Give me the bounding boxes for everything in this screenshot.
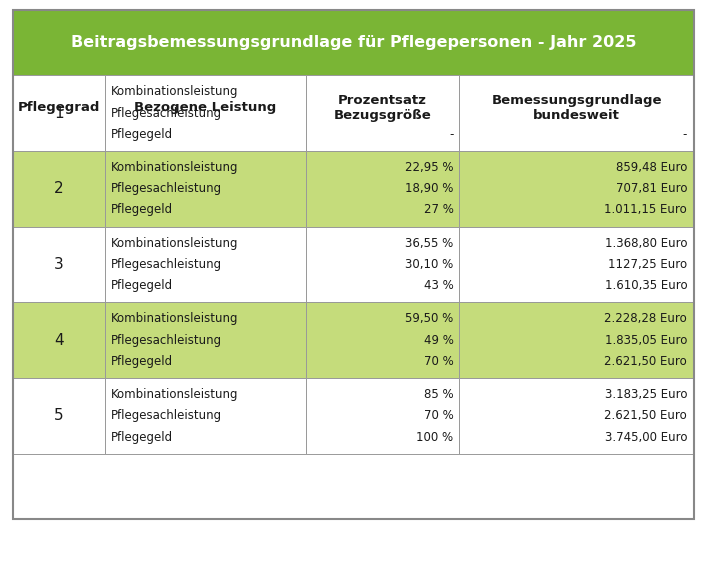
Text: 18,90 %: 18,90 % bbox=[405, 182, 453, 195]
Bar bbox=[13, 75, 105, 151]
Text: Beitragsbemessungsgrundlage für Pflegepersonen - Jahr 2025: Beitragsbemessungsgrundlage für Pflegepe… bbox=[71, 35, 636, 50]
Text: Pflegesachleistung: Pflegesachleistung bbox=[110, 333, 221, 347]
Text: -: - bbox=[449, 128, 453, 141]
Text: 3.745,00 Euro: 3.745,00 Euro bbox=[604, 431, 687, 444]
Text: 22,95 %: 22,95 % bbox=[405, 161, 453, 174]
Text: 4: 4 bbox=[54, 333, 64, 347]
Bar bbox=[13, 10, 694, 75]
Text: 707,81 Euro: 707,81 Euro bbox=[616, 182, 687, 195]
Text: 70 %: 70 % bbox=[423, 409, 453, 423]
Bar bbox=[13, 378, 105, 454]
Text: Pflegegeld: Pflegegeld bbox=[110, 128, 173, 141]
Text: Pflegesachleistung: Pflegesachleistung bbox=[110, 182, 221, 195]
Text: 1.011,15 Euro: 1.011,15 Euro bbox=[604, 203, 687, 216]
Bar bbox=[13, 75, 105, 140]
Bar bbox=[105, 75, 306, 151]
Text: 30,10 %: 30,10 % bbox=[405, 258, 453, 271]
Text: 2: 2 bbox=[54, 181, 64, 196]
Text: 49 %: 49 % bbox=[423, 333, 453, 347]
Text: 59,50 %: 59,50 % bbox=[405, 312, 453, 325]
Text: Kombinationsleistung: Kombinationsleistung bbox=[110, 312, 238, 325]
Text: 5: 5 bbox=[54, 408, 64, 423]
Text: 27 %: 27 % bbox=[423, 203, 453, 216]
Bar bbox=[105, 227, 306, 302]
Text: -: - bbox=[683, 128, 687, 141]
Text: Kombinationsleistung: Kombinationsleistung bbox=[110, 161, 238, 174]
Bar bbox=[306, 75, 459, 151]
Bar bbox=[306, 378, 459, 454]
Bar bbox=[459, 75, 694, 151]
Bar bbox=[13, 227, 105, 302]
Bar bbox=[306, 75, 459, 140]
Bar bbox=[105, 378, 306, 454]
Text: Pflegegeld: Pflegegeld bbox=[110, 203, 173, 216]
Bar bbox=[459, 302, 694, 378]
Text: 1.610,35 Euro: 1.610,35 Euro bbox=[604, 279, 687, 292]
Text: Kombinationsleistung: Kombinationsleistung bbox=[110, 85, 238, 98]
Bar bbox=[459, 378, 694, 454]
Text: 2.228,28 Euro: 2.228,28 Euro bbox=[604, 312, 687, 325]
Bar bbox=[306, 302, 459, 378]
Text: 85 %: 85 % bbox=[424, 388, 453, 401]
Text: 3.183,25 Euro: 3.183,25 Euro bbox=[604, 388, 687, 401]
Text: Bemessungsgrundlage
bundesweit: Bemessungsgrundlage bundesweit bbox=[491, 94, 662, 121]
Text: 1.368,80 Euro: 1.368,80 Euro bbox=[604, 237, 687, 250]
Text: 43 %: 43 % bbox=[423, 279, 453, 292]
Bar bbox=[459, 227, 694, 302]
Text: Pflegegeld: Pflegegeld bbox=[110, 279, 173, 292]
Bar bbox=[306, 227, 459, 302]
Bar bbox=[105, 75, 306, 140]
Text: 3: 3 bbox=[54, 257, 64, 272]
Text: Prozentsatz
Bezugsgröße: Prozentsatz Bezugsgröße bbox=[334, 94, 431, 121]
Text: Pflegegeld: Pflegegeld bbox=[110, 355, 173, 368]
Bar bbox=[306, 151, 459, 227]
Text: 2.621,50 Euro: 2.621,50 Euro bbox=[604, 355, 687, 368]
Text: Pflegesachleistung: Pflegesachleistung bbox=[110, 258, 221, 271]
Bar bbox=[13, 302, 105, 378]
Text: Pflegegeld: Pflegegeld bbox=[110, 431, 173, 444]
Text: 1.835,05 Euro: 1.835,05 Euro bbox=[604, 333, 687, 347]
Text: 1: 1 bbox=[54, 106, 64, 120]
Text: Pflegesachleistung: Pflegesachleistung bbox=[110, 409, 221, 423]
Bar bbox=[105, 302, 306, 378]
Bar bbox=[459, 75, 694, 140]
Text: Bezogene Leistung: Bezogene Leistung bbox=[134, 101, 276, 114]
Text: 2.621,50 Euro: 2.621,50 Euro bbox=[604, 409, 687, 423]
Text: 859,48 Euro: 859,48 Euro bbox=[616, 161, 687, 174]
Bar bbox=[105, 151, 306, 227]
Text: 1127,25 Euro: 1127,25 Euro bbox=[608, 258, 687, 271]
Text: 36,55 %: 36,55 % bbox=[405, 237, 453, 250]
Text: 100 %: 100 % bbox=[416, 431, 453, 444]
Text: Kombinationsleistung: Kombinationsleistung bbox=[110, 237, 238, 250]
Text: 70 %: 70 % bbox=[423, 355, 453, 368]
Bar bbox=[459, 151, 694, 227]
Text: Kombinationsleistung: Kombinationsleistung bbox=[110, 388, 238, 401]
Text: Pflegesachleistung: Pflegesachleistung bbox=[110, 106, 221, 120]
Bar bbox=[13, 151, 105, 227]
Text: Pflegegrad: Pflegegrad bbox=[18, 101, 100, 114]
